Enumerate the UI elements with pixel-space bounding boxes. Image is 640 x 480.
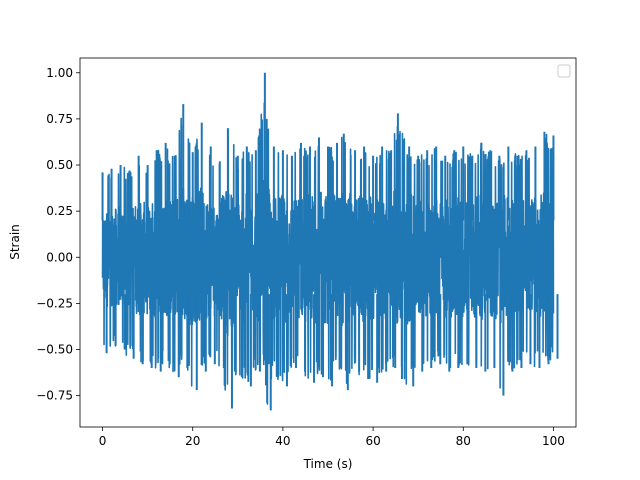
strain-series-line: [101, 102, 555, 405]
y-tick-label: −0.75: [36, 389, 73, 403]
x-tick-label: 60: [365, 434, 380, 448]
x-tick-label: 0: [99, 434, 107, 448]
y-tick-label: 0.75: [46, 112, 73, 126]
y-tick-label: 1.00: [46, 66, 73, 80]
plot-frame: [79, 57, 577, 428]
x-tick-label: 100: [542, 434, 565, 448]
x-tick-label: 20: [185, 434, 200, 448]
y-tick-label: −0.25: [36, 296, 73, 310]
x-axis-label: Time (s): [303, 457, 353, 471]
y-axis-label: Strain: [8, 224, 22, 260]
y-tick-label: 0.00: [46, 250, 73, 264]
x-tick-label: 80: [456, 434, 471, 448]
y-tick-label: 0.50: [46, 158, 73, 172]
x-axis-ticks: 0 20 40 60 80 100: [99, 427, 565, 448]
y-tick-label: −0.50: [36, 343, 73, 357]
strain-signal: [101, 72, 559, 411]
y-axis-ticks: −0.75 −0.50 −0.25 0.00 0.25 0.50 0.75 1.00: [36, 66, 80, 403]
y-tick-label: 0.25: [46, 204, 73, 218]
legend-box: [557, 64, 571, 78]
x-tick-label: 40: [275, 434, 290, 448]
